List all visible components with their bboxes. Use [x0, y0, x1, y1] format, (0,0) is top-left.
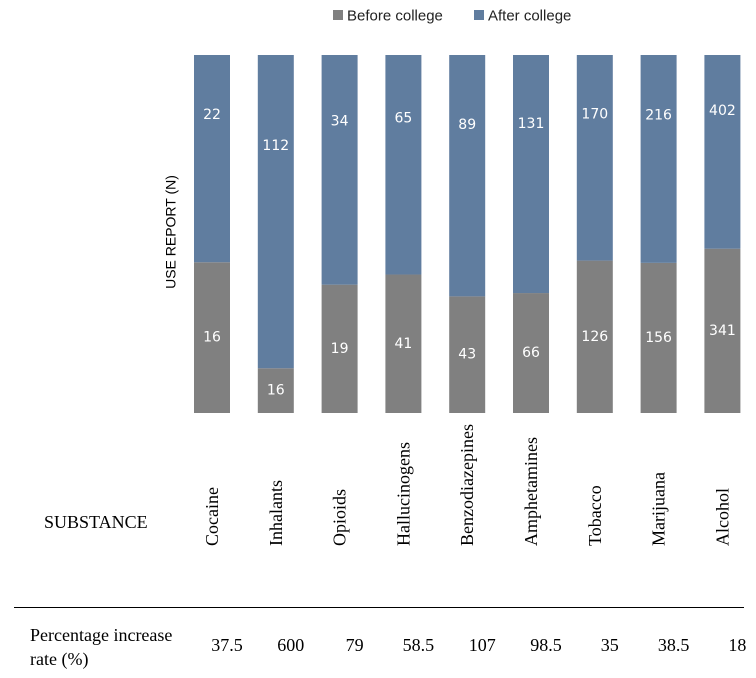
bar-before-tobacco: [576, 260, 613, 413]
category-label-benzodiazepines: Benzodiazepines: [457, 424, 477, 546]
percentage-value-benzodiazepines: 107: [468, 635, 496, 655]
data-label-after-tobacco: 170: [581, 107, 608, 123]
percentage-row-label-line2: rate (%): [30, 649, 89, 669]
data-label-before-benzodiazepines: 43: [458, 347, 476, 363]
bar-before-opioids: [321, 284, 358, 413]
category-label-marijuana: Marijuana: [649, 472, 669, 546]
category-label-inhalants: Inhalants: [266, 480, 286, 546]
percentage-value-cocaine: 37.5: [211, 635, 243, 655]
data-label-before-amphetamines: 66: [522, 345, 540, 361]
legend: Before college After college: [333, 8, 571, 25]
data-label-before-alcohol: 341: [709, 323, 736, 339]
category-label-tobacco: Tobacco: [585, 485, 605, 546]
stacked-bar-chart: Before college After college USE REPORT (…: [163, 8, 741, 546]
bar-before-amphetamines: [513, 293, 549, 413]
data-label-before-marijuana: 156: [645, 330, 672, 346]
data-label-after-benzodiazepines: 89: [458, 117, 476, 133]
category-label-opioids: Opioids: [330, 489, 350, 546]
percentage-row-label-line1: Percentage increase: [30, 625, 173, 645]
bar-after-cocaine: [194, 55, 230, 263]
bar-after-alcohol: [704, 55, 741, 249]
bar-after-benzodiazepines: [449, 55, 486, 297]
legend-label-before: Before college: [347, 8, 443, 25]
bar-before-benzodiazepines: [449, 296, 486, 413]
data-label-before-inhalants: 16: [267, 383, 285, 399]
bar-before-hallucinogens: [385, 274, 422, 413]
bar-before-inhalants: [257, 368, 294, 413]
percentage-value-alcohol: 18: [728, 635, 747, 655]
category-label-cocaine: Cocaine: [202, 487, 222, 546]
bar-after-opioids: [321, 55, 358, 285]
bar-after-tobacco: [576, 55, 613, 261]
percentage-value-amphetamines: 98.5: [530, 635, 562, 655]
category-label-alcohol: Alcohol: [712, 488, 732, 546]
data-label-before-hallucinogens: 41: [394, 336, 412, 352]
bar-after-hallucinogens: [385, 55, 422, 275]
category-label-amphetamines: Amphetamines: [521, 437, 541, 546]
bar-after-inhalants: [257, 55, 294, 369]
data-label-after-amphetamines: 131: [518, 116, 545, 132]
data-label-before-tobacco: 126: [581, 329, 608, 345]
table-divider: [14, 607, 744, 608]
percentage-value-opioids: 79: [345, 635, 364, 655]
percentage-value-tobacco: 35: [600, 635, 619, 655]
data-label-after-inhalants: 112: [262, 138, 289, 154]
percentage-value-marijuana: 38.5: [657, 635, 690, 655]
category-labels: Cocaine Inhalants Opioids Hallucinogens Benz…: [202, 424, 732, 546]
percentage-value-hallucinogens: 58.5: [402, 635, 435, 655]
bars: 22 16 112 16 34 19 65 41 89 43 131 66 170 126 216 156 40…: [194, 55, 741, 413]
data-label-after-opioids: 34: [331, 114, 349, 130]
legend-swatch-after: [474, 10, 484, 20]
bar-before-marijuana: [640, 262, 677, 413]
category-label-hallucinogens: Hallucinogens: [393, 442, 413, 546]
bar-before-cocaine: [194, 262, 230, 413]
legend-label-after: After college: [488, 8, 571, 25]
bar-before-alcohol: [704, 248, 741, 413]
data-label-before-opioids: 19: [331, 341, 349, 357]
data-label-after-alcohol: 402: [709, 103, 736, 119]
percentage-value-inhalants: 600: [277, 635, 305, 655]
percentage-row-label: Percentage increase rate (%): [30, 623, 188, 671]
y-axis-label: USE REPORT (N): [163, 175, 179, 289]
bar-after-amphetamines: [513, 55, 549, 294]
data-label-after-cocaine: 22: [203, 107, 221, 123]
data-label-after-hallucinogens: 65: [394, 111, 412, 127]
bar-after-marijuana: [640, 55, 677, 263]
data-label-before-cocaine: 16: [203, 330, 221, 346]
legend-swatch-before: [333, 10, 343, 20]
substance-row-label: SUBSTANCE: [44, 512, 148, 532]
data-label-after-marijuana: 216: [645, 107, 672, 123]
